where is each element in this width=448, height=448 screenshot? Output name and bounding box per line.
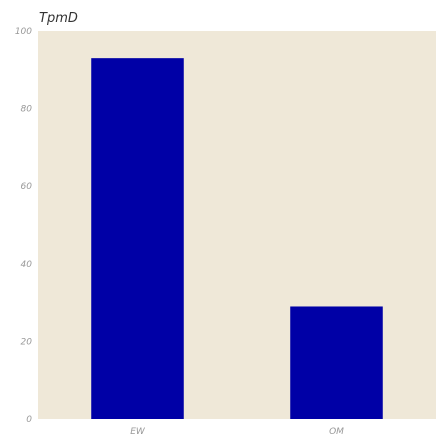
- y-tick-label: 0: [26, 415, 32, 425]
- y-axis-ticks: 0 20 40 60 80 100: [15, 27, 32, 425]
- bars: [91, 58, 383, 419]
- y-tick-label: 20: [21, 337, 33, 347]
- bar-ew: [91, 58, 184, 419]
- y-tick-label: 100: [15, 27, 32, 37]
- x-axis-ticks: EW OM: [130, 427, 344, 437]
- bar-om: [290, 306, 383, 419]
- y-tick-label: 80: [21, 105, 33, 115]
- x-tick-label: EW: [130, 427, 146, 437]
- y-tick-label: 40: [21, 260, 33, 270]
- y-tick-label: 60: [21, 182, 33, 192]
- x-tick-label: OM: [329, 427, 344, 437]
- chart-title: TpmD: [39, 11, 78, 26]
